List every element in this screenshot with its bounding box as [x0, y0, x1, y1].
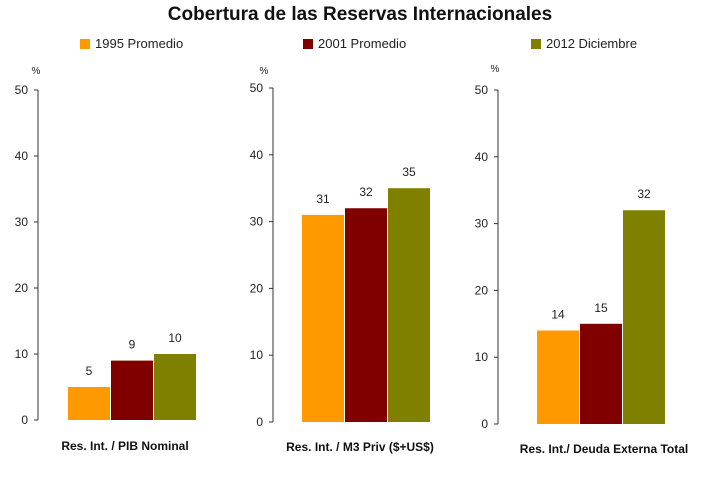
legend-swatch-2001	[303, 38, 313, 49]
legend: 1995 Promedio 2001 Promedio 2012 Diciemb…	[0, 36, 720, 54]
x-axis-label: Res. Int./ Deuda Externa Total	[520, 442, 688, 456]
y-tick-label: 30	[15, 215, 29, 229]
bar-1995	[302, 214, 344, 422]
legend-label-1995: 1995 Promedio	[95, 36, 184, 51]
y-tick-label: 20	[475, 283, 489, 297]
bar-1995	[68, 387, 110, 420]
data-label: 35	[402, 165, 416, 179]
y-tick-label: 40	[15, 149, 29, 163]
y-tick-label: 0	[256, 415, 263, 429]
data-label: 15	[594, 301, 608, 315]
bar-2012	[623, 210, 665, 424]
chart-title: Cobertura de las Reservas Internacionale…	[167, 4, 553, 25]
bar-1995	[537, 330, 579, 424]
bar-2001	[580, 323, 622, 424]
data-label: 5	[86, 364, 93, 378]
y-tick-label: 50	[250, 81, 264, 95]
y-tick-label: 30	[475, 217, 489, 231]
y-tick-label: 0	[21, 413, 28, 427]
data-label: 14	[551, 307, 565, 321]
y-tick-label: 40	[475, 150, 489, 164]
chart-panel-2: 0 10 20 30 40 50% 31 32 35 Res. Int. / M3 Priv ($…	[250, 66, 434, 454]
x-axis-label: Res. Int. / PIB Nominal	[61, 439, 188, 453]
y-unit-label: %	[491, 64, 500, 75]
y-tick-label: 20	[15, 281, 29, 295]
data-label: 32	[359, 185, 373, 199]
x-axis-label: Res. Int. / M3 Priv ($+US$)	[286, 440, 434, 454]
legend-item-2012: 2012 Diciembre	[531, 36, 637, 51]
data-label: 31	[316, 192, 330, 206]
bar-2012	[154, 354, 196, 420]
legend-swatch-1995	[80, 38, 90, 49]
y-tick-label: 30	[250, 215, 264, 229]
bar-2001	[111, 360, 153, 420]
y-tick-label: 40	[250, 148, 264, 162]
y-tick-label: 0	[481, 417, 488, 431]
legend-swatch-2012	[531, 38, 541, 49]
data-label: 32	[637, 187, 651, 201]
legend-item-1995: 1995 Promedio	[80, 36, 183, 51]
y-tick-label: 50	[15, 83, 29, 97]
y-tick-label: 20	[250, 281, 264, 295]
y-tick-label: 10	[250, 348, 264, 362]
legend-label-2012: 2012 Diciembre	[546, 36, 638, 51]
bar-2001	[345, 208, 387, 422]
legend-label-2001: 2001 Promedio	[318, 36, 407, 51]
chart-panel-1: 0 10 20 30 40 50% 5 9 10 Res. Int. / PIB Nominal	[15, 66, 196, 453]
y-unit-label: %	[260, 66, 269, 77]
y-tick-label: 10	[15, 347, 29, 361]
y-tick-label: 10	[475, 350, 489, 364]
bar-2012	[388, 188, 430, 422]
data-label: 10	[168, 331, 182, 345]
data-label: 9	[129, 338, 136, 352]
chart-panel-3: 0 10 20 30 40 50% 14 15 32 Res. Int./ Deuda Exter…	[475, 64, 689, 456]
y-tick-label: 50	[475, 83, 489, 97]
legend-item-2001: 2001 Promedio	[303, 36, 406, 51]
y-unit-label: %	[32, 66, 41, 77]
